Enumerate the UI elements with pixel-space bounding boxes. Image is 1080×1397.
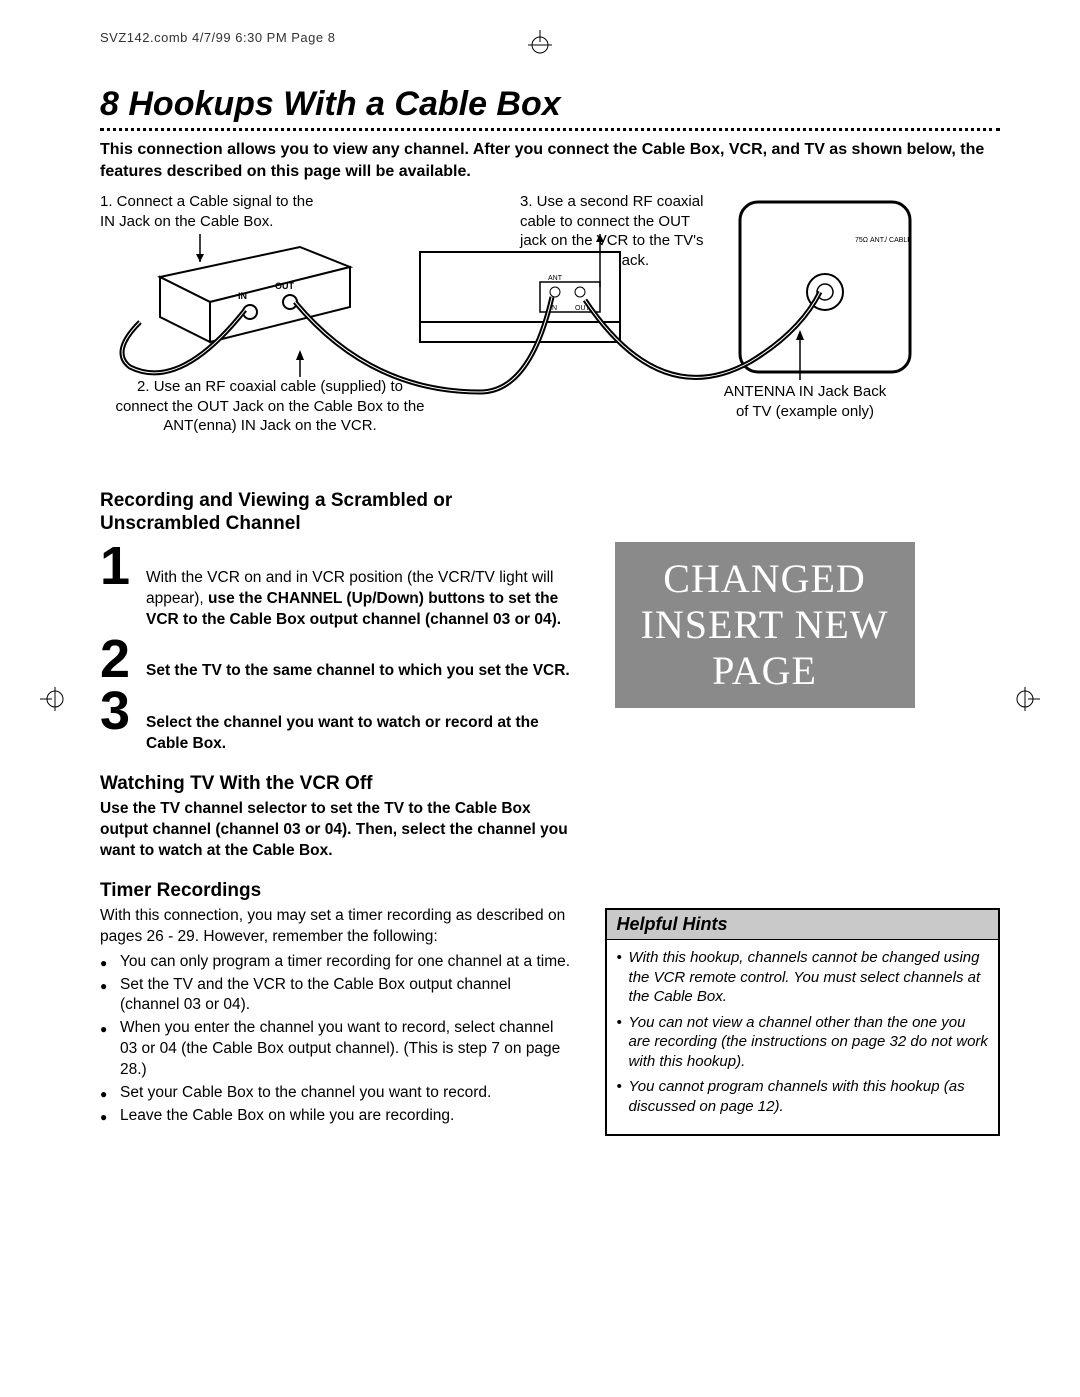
page-number: 8 bbox=[100, 85, 119, 123]
stamp-line-3: PAGE bbox=[633, 648, 897, 694]
section2-heading: Watching TV With the VCR Off bbox=[100, 773, 575, 795]
hints-title: Helpful Hints bbox=[607, 910, 998, 940]
bullet-item: When you enter the channel you want to r… bbox=[100, 1018, 575, 1081]
page: SVZ142.comb 4/7/99 6:30 PM Page 8 8 Hook… bbox=[0, 0, 1080, 1397]
section1-heading: Recording and Viewing a Scrambled or Uns… bbox=[100, 490, 575, 536]
stamp-line-1: CHANGED bbox=[633, 556, 897, 602]
crop-mark-left bbox=[40, 684, 70, 714]
crop-mark-right bbox=[1010, 684, 1040, 714]
bullet-item: Set the TV and the VCR to the Cable Box … bbox=[100, 975, 575, 1017]
step-1: 1 With the VCR on and in VCR position (t… bbox=[100, 542, 575, 631]
step-2-text: Set the TV to the same channel to which … bbox=[146, 635, 575, 682]
svg-text:IN: IN bbox=[238, 291, 247, 301]
crop-mark-top bbox=[525, 30, 555, 60]
bullet-item: You can only program a timer recording f… bbox=[100, 952, 575, 973]
step-3: 3 Select the channel you want to watch o… bbox=[100, 687, 575, 755]
timer-bullets: You can only program a timer recording f… bbox=[100, 952, 575, 1127]
dotted-rule bbox=[100, 128, 1000, 131]
page-title: 8 Hookups With a Cable Box bbox=[100, 85, 1000, 124]
hookup-diagram: 1. Connect a Cable signal to the IN Jack… bbox=[100, 192, 1000, 472]
diagram-svg: IN OUT ANT IN OUT 75Ω ANT./ CABLE bbox=[100, 192, 980, 472]
step-number-1: 1 bbox=[100, 542, 136, 591]
stamp-line-2: INSERT NEW bbox=[633, 602, 897, 648]
step1-part-b: use the CHANNEL (Up/Down) buttons to set… bbox=[146, 590, 561, 628]
section3-intro: With this connection, you may set a time… bbox=[100, 906, 575, 948]
step-2: 2 Set the TV to the same channel to whic… bbox=[100, 635, 575, 684]
intro-text: This connection allows you to view any c… bbox=[100, 139, 1000, 182]
hint-item: You cannot program channels with this ho… bbox=[617, 1077, 988, 1116]
svg-text:OUT: OUT bbox=[275, 281, 295, 291]
svg-text:75Ω ANT./ CABLE: 75Ω ANT./ CABLE bbox=[855, 237, 912, 244]
section2-body: Use the TV channel selector to set the T… bbox=[100, 799, 575, 862]
changed-stamp: CHANGED INSERT NEW PAGE bbox=[615, 542, 915, 708]
bullet-item: Set your Cable Box to the channel you wa… bbox=[100, 1083, 575, 1104]
hint-item: You can not view a channel other than th… bbox=[617, 1013, 988, 1072]
step-1-text: With the VCR on and in VCR position (the… bbox=[146, 542, 575, 631]
bullet-item: Leave the Cable Box on while you are rec… bbox=[100, 1106, 575, 1127]
helpful-hints-box: Helpful Hints With this hookup, channels… bbox=[605, 908, 1000, 1136]
two-column-layout: Recording and Viewing a Scrambled or Uns… bbox=[100, 482, 1000, 1136]
hint-item: With this hookup, channels cannot be cha… bbox=[617, 948, 988, 1007]
step-3-text: Select the channel you want to watch or … bbox=[146, 687, 575, 755]
svg-text:ANT: ANT bbox=[548, 275, 563, 282]
title-text: Hookups With a Cable Box bbox=[128, 85, 560, 123]
left-column: Recording and Viewing a Scrambled or Uns… bbox=[100, 482, 575, 1136]
section3-heading: Timer Recordings bbox=[100, 880, 575, 902]
step-number-3: 3 bbox=[100, 687, 136, 736]
right-column: CHANGED INSERT NEW PAGE Helpful Hints Wi… bbox=[605, 482, 1000, 1136]
step-number-2: 2 bbox=[100, 635, 136, 684]
hints-body: With this hookup, channels cannot be cha… bbox=[607, 940, 998, 1134]
